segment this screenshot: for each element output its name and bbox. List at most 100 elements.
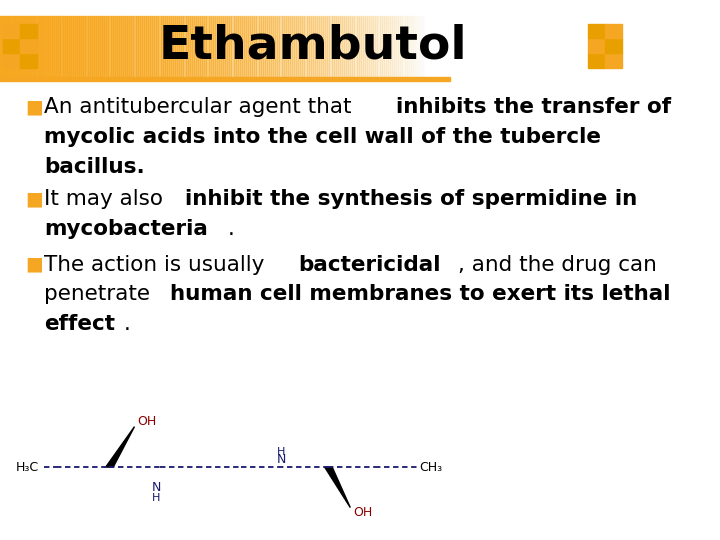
Bar bbox=[238, 16, 240, 78]
Text: H: H bbox=[277, 447, 286, 457]
Bar bbox=[328, 16, 330, 78]
Bar bbox=[296, 16, 298, 78]
Bar bbox=[94, 16, 96, 78]
Bar bbox=[107, 16, 109, 78]
Bar bbox=[390, 16, 392, 78]
Bar bbox=[171, 16, 173, 78]
Bar bbox=[361, 16, 363, 78]
Bar bbox=[44, 16, 46, 78]
Bar bbox=[319, 16, 321, 78]
Bar bbox=[138, 16, 140, 78]
Bar bbox=[25, 16, 27, 78]
Bar bbox=[58, 16, 60, 78]
Bar bbox=[584, 16, 586, 78]
Bar bbox=[596, 16, 598, 78]
Bar bbox=[284, 16, 286, 78]
Bar bbox=[9, 16, 10, 78]
Bar bbox=[492, 16, 494, 78]
Bar bbox=[300, 16, 302, 78]
Bar bbox=[621, 16, 624, 78]
Bar bbox=[407, 16, 409, 78]
Text: inhibits the transfer of: inhibits the transfer of bbox=[396, 97, 671, 117]
Bar bbox=[194, 16, 196, 78]
Text: ■: ■ bbox=[25, 255, 42, 274]
Bar bbox=[48, 16, 50, 78]
Bar bbox=[20, 53, 37, 68]
Bar bbox=[81, 16, 84, 78]
Bar bbox=[488, 16, 490, 78]
Bar bbox=[438, 16, 440, 78]
Bar bbox=[23, 16, 25, 78]
Bar bbox=[321, 16, 323, 78]
Bar bbox=[14, 16, 17, 78]
Bar bbox=[31, 16, 33, 78]
Bar bbox=[392, 16, 394, 78]
Bar bbox=[52, 16, 54, 78]
Bar bbox=[19, 16, 21, 78]
Bar bbox=[461, 16, 463, 78]
Bar bbox=[419, 16, 421, 78]
Bar bbox=[240, 16, 242, 78]
Bar bbox=[20, 38, 37, 53]
Bar bbox=[67, 16, 69, 78]
Bar bbox=[4, 16, 6, 78]
Bar bbox=[20, 24, 37, 38]
Bar bbox=[12, 16, 14, 78]
Bar bbox=[521, 16, 523, 78]
Bar bbox=[163, 16, 165, 78]
Bar bbox=[452, 16, 454, 78]
Text: mycolic acids into the cell wall of the tubercle: mycolic acids into the cell wall of the … bbox=[44, 127, 600, 147]
Bar bbox=[235, 16, 238, 78]
Bar bbox=[472, 16, 473, 78]
Text: bactericidal: bactericidal bbox=[299, 255, 441, 275]
Bar bbox=[346, 16, 348, 78]
Bar bbox=[465, 16, 467, 78]
Bar bbox=[207, 16, 209, 78]
Bar bbox=[588, 53, 605, 68]
Bar bbox=[77, 16, 79, 78]
Bar bbox=[594, 16, 596, 78]
Bar bbox=[559, 16, 561, 78]
Bar bbox=[173, 16, 175, 78]
Bar bbox=[265, 16, 267, 78]
Bar bbox=[71, 16, 73, 78]
Bar bbox=[212, 16, 215, 78]
Bar bbox=[2, 16, 4, 78]
Bar bbox=[573, 16, 575, 78]
Bar bbox=[544, 16, 546, 78]
Bar bbox=[436, 16, 438, 78]
Bar bbox=[294, 16, 296, 78]
Bar bbox=[84, 16, 86, 78]
Text: OH: OH bbox=[138, 415, 157, 428]
Bar bbox=[135, 16, 138, 78]
Bar bbox=[580, 16, 582, 78]
Bar bbox=[442, 16, 444, 78]
Bar bbox=[91, 16, 94, 78]
Bar bbox=[152, 16, 154, 78]
Bar bbox=[65, 16, 67, 78]
Bar bbox=[161, 16, 163, 78]
Bar bbox=[254, 16, 256, 78]
Bar bbox=[219, 16, 221, 78]
Bar bbox=[542, 16, 544, 78]
Bar bbox=[221, 16, 223, 78]
Bar bbox=[588, 38, 605, 53]
Bar bbox=[98, 16, 100, 78]
Bar bbox=[10, 16, 12, 78]
Bar bbox=[379, 16, 382, 78]
Bar bbox=[449, 16, 451, 78]
Polygon shape bbox=[106, 427, 135, 467]
Bar bbox=[359, 16, 361, 78]
Text: .: . bbox=[228, 219, 235, 239]
Text: The action is usually: The action is usually bbox=[44, 255, 271, 275]
Bar bbox=[60, 16, 63, 78]
Bar bbox=[459, 16, 461, 78]
Bar bbox=[146, 16, 148, 78]
Text: effect: effect bbox=[44, 314, 114, 334]
Bar bbox=[104, 16, 107, 78]
Text: bacillus.: bacillus. bbox=[44, 157, 145, 177]
Bar bbox=[33, 16, 35, 78]
Bar bbox=[590, 16, 593, 78]
Bar bbox=[100, 16, 102, 78]
Bar bbox=[598, 16, 600, 78]
